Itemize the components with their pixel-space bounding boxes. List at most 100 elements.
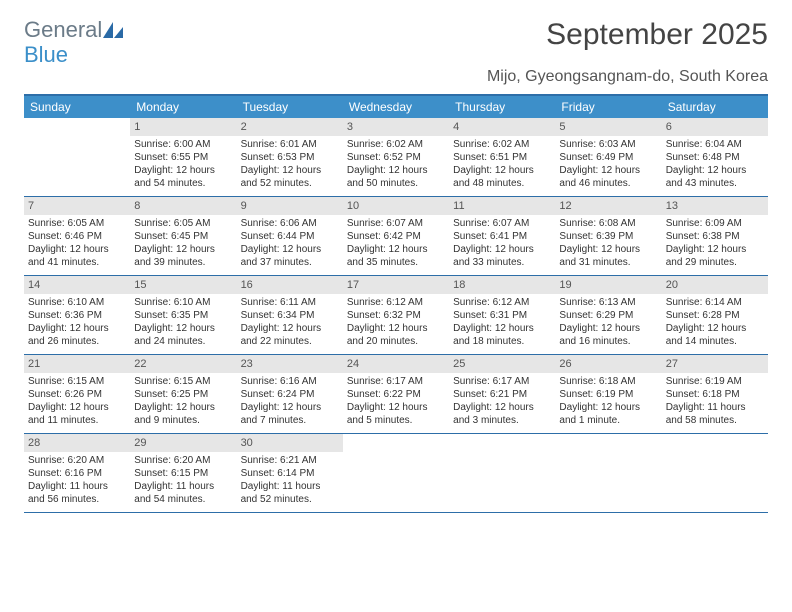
daylight-text: Daylight: 12 hours and 3 minutes. — [453, 401, 551, 427]
col-sunday: Sunday — [24, 96, 130, 118]
sunrise-text: Sunrise: 6:13 AM — [559, 296, 657, 309]
sunset-text: Sunset: 6:24 PM — [241, 388, 339, 401]
sunrise-text: Sunrise: 6:20 AM — [28, 454, 126, 467]
day-body: Sunrise: 6:05 AMSunset: 6:46 PMDaylight:… — [24, 215, 130, 273]
sunrise-text: Sunrise: 6:10 AM — [134, 296, 232, 309]
day-number: 7 — [24, 197, 130, 215]
daylight-text: Daylight: 12 hours and 41 minutes. — [28, 243, 126, 269]
day-body: Sunrise: 6:12 AMSunset: 6:32 PMDaylight:… — [343, 294, 449, 352]
day-cell: 23Sunrise: 6:16 AMSunset: 6:24 PMDayligh… — [237, 355, 343, 433]
day-body: Sunrise: 6:07 AMSunset: 6:42 PMDaylight:… — [343, 215, 449, 273]
sunrise-text: Sunrise: 6:03 AM — [559, 138, 657, 151]
day-cell: 11Sunrise: 6:07 AMSunset: 6:41 PMDayligh… — [449, 197, 555, 275]
daylight-text: Daylight: 12 hours and 52 minutes. — [241, 164, 339, 190]
day-body: Sunrise: 6:00 AMSunset: 6:55 PMDaylight:… — [130, 136, 236, 194]
day-number: 2 — [237, 118, 343, 136]
sunrise-text: Sunrise: 6:02 AM — [453, 138, 551, 151]
day-cell: 19Sunrise: 6:13 AMSunset: 6:29 PMDayligh… — [555, 276, 661, 354]
calendar-grid: Sunday Monday Tuesday Wednesday Thursday… — [24, 94, 768, 513]
logo-word-general: General — [24, 17, 102, 42]
sunrise-text: Sunrise: 6:01 AM — [241, 138, 339, 151]
sunset-text: Sunset: 6:42 PM — [347, 230, 445, 243]
brand-logo: General Blue — [24, 18, 124, 66]
daylight-text: Daylight: 12 hours and 24 minutes. — [134, 322, 232, 348]
daylight-text: Daylight: 12 hours and 43 minutes. — [666, 164, 764, 190]
daylight-text: Daylight: 12 hours and 46 minutes. — [559, 164, 657, 190]
day-body: Sunrise: 6:10 AMSunset: 6:36 PMDaylight:… — [24, 294, 130, 352]
sunrise-text: Sunrise: 6:12 AM — [453, 296, 551, 309]
day-body: Sunrise: 6:13 AMSunset: 6:29 PMDaylight:… — [555, 294, 661, 352]
day-cell — [449, 434, 555, 512]
day-body: Sunrise: 6:04 AMSunset: 6:48 PMDaylight:… — [662, 136, 768, 194]
day-body: Sunrise: 6:07 AMSunset: 6:41 PMDaylight:… — [449, 215, 555, 273]
sunrise-text: Sunrise: 6:07 AM — [347, 217, 445, 230]
sunrise-text: Sunrise: 6:20 AM — [134, 454, 232, 467]
day-body: Sunrise: 6:03 AMSunset: 6:49 PMDaylight:… — [555, 136, 661, 194]
day-cell — [24, 118, 130, 196]
day-body: Sunrise: 6:20 AMSunset: 6:16 PMDaylight:… — [24, 452, 130, 510]
daylight-text: Daylight: 12 hours and 39 minutes. — [134, 243, 232, 269]
day-cell: 29Sunrise: 6:20 AMSunset: 6:15 PMDayligh… — [130, 434, 236, 512]
sunrise-text: Sunrise: 6:16 AM — [241, 375, 339, 388]
day-body: Sunrise: 6:02 AMSunset: 6:52 PMDaylight:… — [343, 136, 449, 194]
day-number: 23 — [237, 355, 343, 373]
sunset-text: Sunset: 6:18 PM — [666, 388, 764, 401]
day-cell: 4Sunrise: 6:02 AMSunset: 6:51 PMDaylight… — [449, 118, 555, 196]
daylight-text: Daylight: 11 hours and 58 minutes. — [666, 401, 764, 427]
daylight-text: Daylight: 12 hours and 29 minutes. — [666, 243, 764, 269]
daylight-text: Daylight: 11 hours and 52 minutes. — [241, 480, 339, 506]
sunset-text: Sunset: 6:19 PM — [559, 388, 657, 401]
sunset-text: Sunset: 6:26 PM — [28, 388, 126, 401]
sunrise-text: Sunrise: 6:07 AM — [453, 217, 551, 230]
col-saturday: Saturday — [662, 96, 768, 118]
weeks-container: 1Sunrise: 6:00 AMSunset: 6:55 PMDaylight… — [24, 118, 768, 513]
sunrise-text: Sunrise: 6:02 AM — [347, 138, 445, 151]
sunrise-text: Sunrise: 6:14 AM — [666, 296, 764, 309]
day-number: 18 — [449, 276, 555, 294]
day-body: Sunrise: 6:11 AMSunset: 6:34 PMDaylight:… — [237, 294, 343, 352]
sunset-text: Sunset: 6:55 PM — [134, 151, 232, 164]
day-body: Sunrise: 6:05 AMSunset: 6:45 PMDaylight:… — [130, 215, 236, 273]
day-number: 26 — [555, 355, 661, 373]
daylight-text: Daylight: 12 hours and 18 minutes. — [453, 322, 551, 348]
sunset-text: Sunset: 6:35 PM — [134, 309, 232, 322]
day-number: 12 — [555, 197, 661, 215]
sunset-text: Sunset: 6:53 PM — [241, 151, 339, 164]
day-cell: 30Sunrise: 6:21 AMSunset: 6:14 PMDayligh… — [237, 434, 343, 512]
day-cell: 8Sunrise: 6:05 AMSunset: 6:45 PMDaylight… — [130, 197, 236, 275]
sunrise-text: Sunrise: 6:08 AM — [559, 217, 657, 230]
sunset-text: Sunset: 6:22 PM — [347, 388, 445, 401]
sunrise-text: Sunrise: 6:00 AM — [134, 138, 232, 151]
page-subtitle: Mijo, Gyeongsangnam-do, South Korea — [24, 68, 768, 86]
page-title: September 2025 — [546, 18, 768, 52]
sunset-text: Sunset: 6:28 PM — [666, 309, 764, 322]
sunrise-text: Sunrise: 6:04 AM — [666, 138, 764, 151]
sunset-text: Sunset: 6:25 PM — [134, 388, 232, 401]
day-number: 9 — [237, 197, 343, 215]
week-row: 7Sunrise: 6:05 AMSunset: 6:46 PMDaylight… — [24, 197, 768, 276]
day-cell: 26Sunrise: 6:18 AMSunset: 6:19 PMDayligh… — [555, 355, 661, 433]
sunset-text: Sunset: 6:44 PM — [241, 230, 339, 243]
day-number: 16 — [237, 276, 343, 294]
daylight-text: Daylight: 12 hours and 37 minutes. — [241, 243, 339, 269]
day-body: Sunrise: 6:02 AMSunset: 6:51 PMDaylight:… — [449, 136, 555, 194]
daylight-text: Daylight: 12 hours and 48 minutes. — [453, 164, 551, 190]
day-number: 21 — [24, 355, 130, 373]
day-cell: 27Sunrise: 6:19 AMSunset: 6:18 PMDayligh… — [662, 355, 768, 433]
daylight-text: Daylight: 12 hours and 33 minutes. — [453, 243, 551, 269]
sunset-text: Sunset: 6:14 PM — [241, 467, 339, 480]
day-cell: 18Sunrise: 6:12 AMSunset: 6:31 PMDayligh… — [449, 276, 555, 354]
day-number: 28 — [24, 434, 130, 452]
sunrise-text: Sunrise: 6:10 AM — [28, 296, 126, 309]
sunrise-text: Sunrise: 6:12 AM — [347, 296, 445, 309]
title-block: September 2025 — [546, 18, 768, 52]
day-body: Sunrise: 6:15 AMSunset: 6:26 PMDaylight:… — [24, 373, 130, 431]
daylight-text: Daylight: 12 hours and 16 minutes. — [559, 322, 657, 348]
day-cell: 17Sunrise: 6:12 AMSunset: 6:32 PMDayligh… — [343, 276, 449, 354]
day-cell: 9Sunrise: 6:06 AMSunset: 6:44 PMDaylight… — [237, 197, 343, 275]
day-number: 3 — [343, 118, 449, 136]
daylight-text: Daylight: 12 hours and 9 minutes. — [134, 401, 232, 427]
week-row: 28Sunrise: 6:20 AMSunset: 6:16 PMDayligh… — [24, 434, 768, 513]
day-cell: 16Sunrise: 6:11 AMSunset: 6:34 PMDayligh… — [237, 276, 343, 354]
day-number: 30 — [237, 434, 343, 452]
